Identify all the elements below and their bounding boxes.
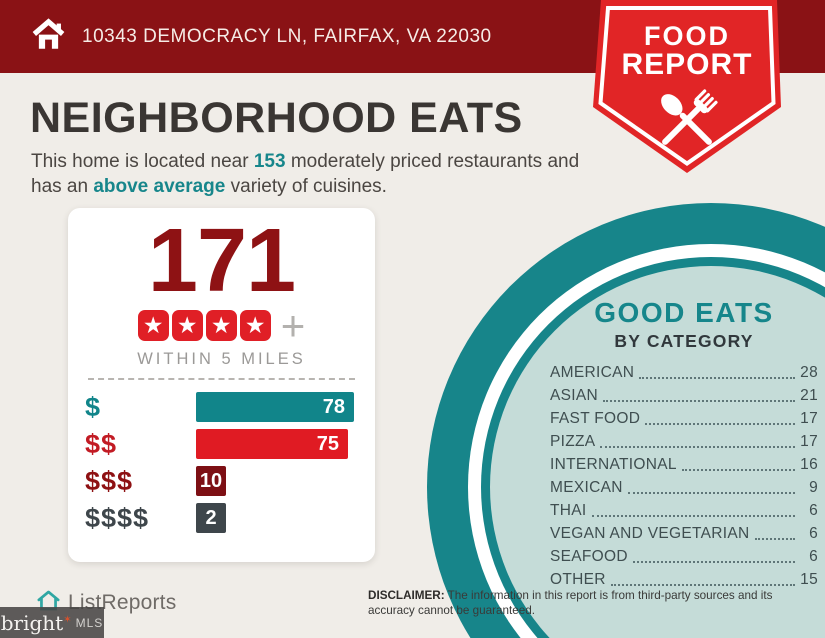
dotted-leader (610, 584, 795, 586)
category-count: 15 (800, 571, 818, 588)
dotted-leader (591, 515, 795, 517)
dotted-leader (603, 400, 795, 402)
category-count: 9 (809, 479, 818, 496)
category-count: 28 (800, 364, 818, 381)
price-level-bar-chart: $78 $$ 75 $$$ 10 $$$$ 2 (85, 392, 359, 540)
category-label: VEGAN AND VEGETARIAN (550, 525, 750, 542)
category-label: OTHER (550, 571, 606, 588)
price-bar-value: 2 (205, 506, 217, 529)
category-label: FAST FOOD (550, 410, 641, 427)
category-label: INTERNATIONAL (550, 456, 677, 473)
page-title: NEIGHBORHOOD EATS (30, 94, 523, 142)
category-row: PIZZA 17 (550, 433, 818, 451)
star-rating-row: ★ ★ ★ ★ + (68, 302, 375, 349)
price-bar: 75 (196, 429, 348, 459)
food-report-badge: FOOD REPORT (590, 0, 783, 175)
restaurant-count: 153 (253, 151, 286, 172)
price-bar: 10 (196, 466, 226, 496)
dotted-leader (681, 469, 795, 471)
star-icon: ★ (137, 310, 169, 341)
house-icon (30, 17, 67, 56)
category-row: MEXICAN 9 (550, 479, 818, 497)
intro-paragraph: This home is located near 153 moderately… (31, 149, 611, 199)
category-count: 21 (800, 387, 818, 404)
category-count: 6 (809, 548, 818, 565)
price-bar-value: 78 (322, 395, 345, 418)
price-level-label: $ (85, 391, 102, 422)
category-row: INTERNATIONAL 16 (550, 456, 818, 474)
category-count: 17 (800, 433, 818, 450)
total-restaurant-count: 171 (147, 211, 296, 311)
dotted-leader (639, 377, 795, 379)
price-bar-row: $$$$ 2 (85, 503, 359, 533)
intro-text: has an (31, 176, 94, 197)
category-row: FAST FOOD 17 (550, 410, 818, 428)
category-row: OTHER 15 (550, 571, 818, 589)
category-count: 6 (809, 502, 818, 519)
star-icon: ★ (239, 310, 271, 341)
intro-text: moderately priced restaurants and (285, 151, 580, 172)
category-panel-title: GOOD EATS (594, 297, 774, 328)
variety-highlight: above average (93, 176, 226, 197)
category-row: VEGAN AND VEGETARIAN 6 (550, 525, 818, 543)
category-label: MEXICAN (550, 479, 623, 496)
fork-spoon-icon (661, 89, 718, 145)
category-label: PIZZA (550, 433, 596, 450)
category-label: SEAFOOD (550, 548, 628, 565)
category-panel: GOOD EATS BY CATEGORY AMERICAN 28 ASIAN 21 F… (550, 297, 818, 596)
category-count: 6 (809, 525, 818, 542)
category-list: AMERICAN 28 ASIAN 21 FAST FOOD 17 PIZZA 17 INTER… (550, 364, 818, 589)
category-row: AMERICAN 28 (550, 364, 818, 382)
price-level-label: $$ (85, 428, 118, 459)
star-icon: ★ (205, 310, 237, 341)
intro-text: variety of cuisines. (225, 176, 387, 197)
category-count: 16 (800, 456, 818, 473)
badge-title-line2: REPORT (621, 48, 752, 81)
property-address: 10343 DEMOCRACY LN, FAIRFAX, VA 22030 (82, 25, 492, 47)
intro-line-1: This home is located near 153 moderately… (31, 149, 611, 174)
star-icon: ★ (171, 310, 203, 341)
intro-line-2: has an above average variety of cuisines… (31, 174, 611, 199)
price-bar: 78 (196, 392, 354, 422)
category-label: THAI (550, 502, 587, 519)
price-level-label: $$$$ (85, 502, 150, 533)
badge-title-line1: FOOD (644, 21, 730, 51)
dotted-leader (632, 561, 795, 563)
restaurant-summary-card: 171 ★ ★ ★ ★ + WITHIN 5 MILES $78 $$ 75 $$$ 10 $$$… (68, 208, 375, 562)
price-level-label: $$$ (85, 465, 134, 496)
price-bar-row: $78 (85, 392, 359, 422)
price-bar-value: 75 (316, 432, 339, 455)
category-panel-subtitle: BY CATEGORY (614, 331, 754, 351)
plus-icon: + (280, 302, 306, 349)
dotted-leader (754, 538, 795, 540)
intro-text: This home is located near (31, 151, 254, 172)
dashed-divider (88, 378, 355, 380)
category-row: THAI 6 (550, 502, 818, 520)
price-bar-row: $$$ 10 (85, 466, 359, 496)
category-row: ASIAN 21 (550, 387, 818, 405)
dotted-leader (600, 446, 795, 448)
radius-label: WITHIN 5 MILES (137, 350, 306, 368)
price-bar-row: $$ 75 (85, 429, 359, 459)
price-bar: 2 (196, 503, 226, 533)
category-row: SEAFOOD 6 (550, 548, 818, 566)
dotted-leader (645, 423, 795, 425)
category-count: 17 (800, 410, 818, 427)
category-label: AMERICAN (550, 364, 635, 381)
price-bar-value: 10 (199, 469, 223, 492)
category-label: ASIAN (550, 387, 599, 404)
dotted-leader (627, 492, 795, 494)
